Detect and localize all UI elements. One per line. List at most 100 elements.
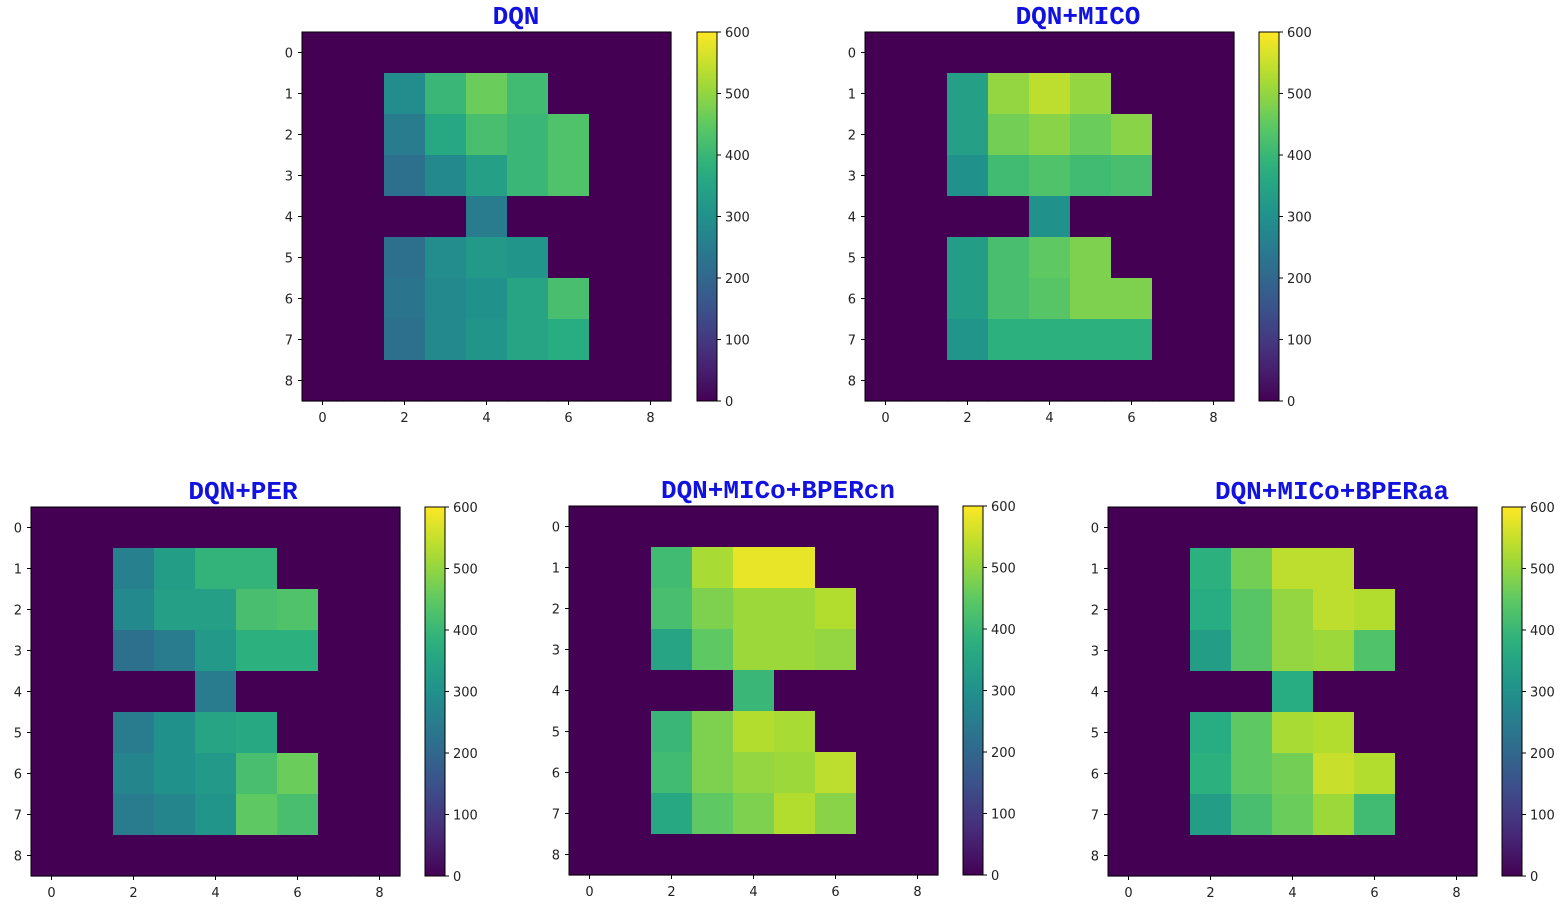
heatmap-cell (774, 547, 816, 589)
heatmap-cell (154, 548, 196, 590)
heatmap-cell (302, 278, 344, 320)
y-tick-label: 8 (848, 375, 856, 390)
heatmap-cell (154, 753, 196, 795)
heatmap-cell (113, 753, 155, 795)
heatmap-cell (569, 711, 611, 753)
heatmap-cell (425, 73, 467, 115)
y-tick-label: 5 (848, 252, 856, 267)
heatmap-cell (302, 73, 344, 115)
x-tick-label: 8 (1209, 411, 1217, 426)
heatmap-cell (897, 752, 939, 794)
heatmap-cell (1354, 507, 1396, 549)
heatmap-cell (548, 278, 590, 320)
heatmap-cell (1108, 507, 1150, 549)
heatmap-cell (1395, 753, 1437, 795)
heatmap-cell (507, 278, 549, 320)
heatmap-cell (1152, 155, 1194, 197)
heatmap-cell (1193, 237, 1235, 279)
heatmap-cell (236, 712, 278, 754)
heatmap-cell (466, 196, 508, 238)
heatmap-cell (466, 155, 508, 197)
heatmap-cell (569, 629, 611, 671)
heatmap-cell (343, 196, 385, 238)
heatmap-cell (1354, 671, 1396, 713)
heatmap-cell (1193, 196, 1235, 238)
heatmap-cell (1395, 794, 1437, 836)
heatmap-cell (1190, 794, 1232, 836)
heatmap-cell (31, 630, 73, 672)
heatmap-cell (815, 711, 857, 753)
heatmap-cell (610, 670, 652, 712)
heatmap-cell (343, 278, 385, 320)
heatmap-cell (277, 671, 319, 713)
heatmap-cell (906, 32, 948, 74)
y-tick-label: 1 (552, 562, 560, 577)
heatmap-cell (692, 670, 734, 712)
heatmap-cell (1395, 589, 1437, 631)
panel-title: DQN+MICo+BPERcn (661, 476, 895, 506)
y-tick-label: 3 (285, 170, 293, 185)
x-tick-label: 4 (1288, 886, 1296, 901)
heatmap-cell (425, 319, 467, 361)
heatmap-cell (906, 237, 948, 279)
heatmap-cell (1190, 507, 1232, 549)
colorbar-tick-label: 0 (991, 869, 999, 884)
heatmap-cell (1108, 630, 1150, 672)
colorbar (1501, 506, 1523, 877)
y-tick-label: 7 (552, 808, 560, 823)
y-tick-label: 7 (285, 334, 293, 349)
colorbar-tick-label: 400 (1287, 149, 1312, 164)
heatmap-cell (774, 506, 816, 548)
heatmap-cell (988, 73, 1030, 115)
colorbar-tick-label: 300 (1530, 686, 1555, 701)
heatmap-cell (359, 548, 401, 590)
heatmap-cell (72, 835, 114, 877)
heatmap-cell (507, 196, 549, 238)
y-tick-label: 0 (552, 521, 560, 536)
heatmap-cell (425, 32, 467, 74)
heatmap-cell (466, 278, 508, 320)
heatmap-cell (569, 588, 611, 630)
heatmap-cell (1272, 630, 1314, 672)
heatmap-cell (733, 670, 775, 712)
heatmap-cell (1108, 835, 1150, 877)
heatmap-cell (897, 588, 939, 630)
x-tick-label: 8 (1452, 886, 1460, 901)
heatmap-cell (31, 507, 73, 549)
heatmap-cell (31, 835, 73, 877)
heatmap-cell (1272, 794, 1314, 836)
heatmap-cell (692, 711, 734, 753)
heatmap-cell (507, 155, 549, 197)
heatmap-cell (384, 196, 426, 238)
heatmap-cell (302, 319, 344, 361)
heatmap-cell (318, 753, 360, 795)
heatmap-cell (1231, 630, 1273, 672)
y-tick-label: 5 (552, 726, 560, 741)
y-tick-label: 0 (1091, 522, 1099, 537)
heatmap-cell (1029, 360, 1071, 402)
y-tick-label: 5 (14, 727, 22, 742)
heatmap-cell (630, 114, 672, 156)
heatmap-cell (1111, 73, 1153, 115)
heatmap-cell (1070, 155, 1112, 197)
heatmap-cell (1436, 712, 1478, 754)
heatmap-cell (1070, 360, 1112, 402)
heatmap-cell (856, 629, 898, 671)
heatmap-cell (384, 237, 426, 279)
heatmap-cell (1395, 835, 1437, 877)
heatmap-cell (154, 589, 196, 631)
heatmap-cell (569, 834, 611, 876)
heatmap-cell (1231, 712, 1273, 754)
heatmap-cell (630, 196, 672, 238)
heatmap-cell (195, 507, 237, 549)
heatmap-cell (277, 507, 319, 549)
heatmap-cell (1152, 196, 1194, 238)
heatmap-cell (359, 671, 401, 713)
y-tick-label: 3 (1091, 645, 1099, 660)
y-tick-label: 6 (285, 293, 293, 308)
heatmap-cell (589, 319, 631, 361)
y-tick-label: 3 (848, 170, 856, 185)
heatmap-cell (1436, 589, 1478, 631)
heatmap-cell (1152, 237, 1194, 279)
x-tick-label: 2 (667, 885, 675, 900)
